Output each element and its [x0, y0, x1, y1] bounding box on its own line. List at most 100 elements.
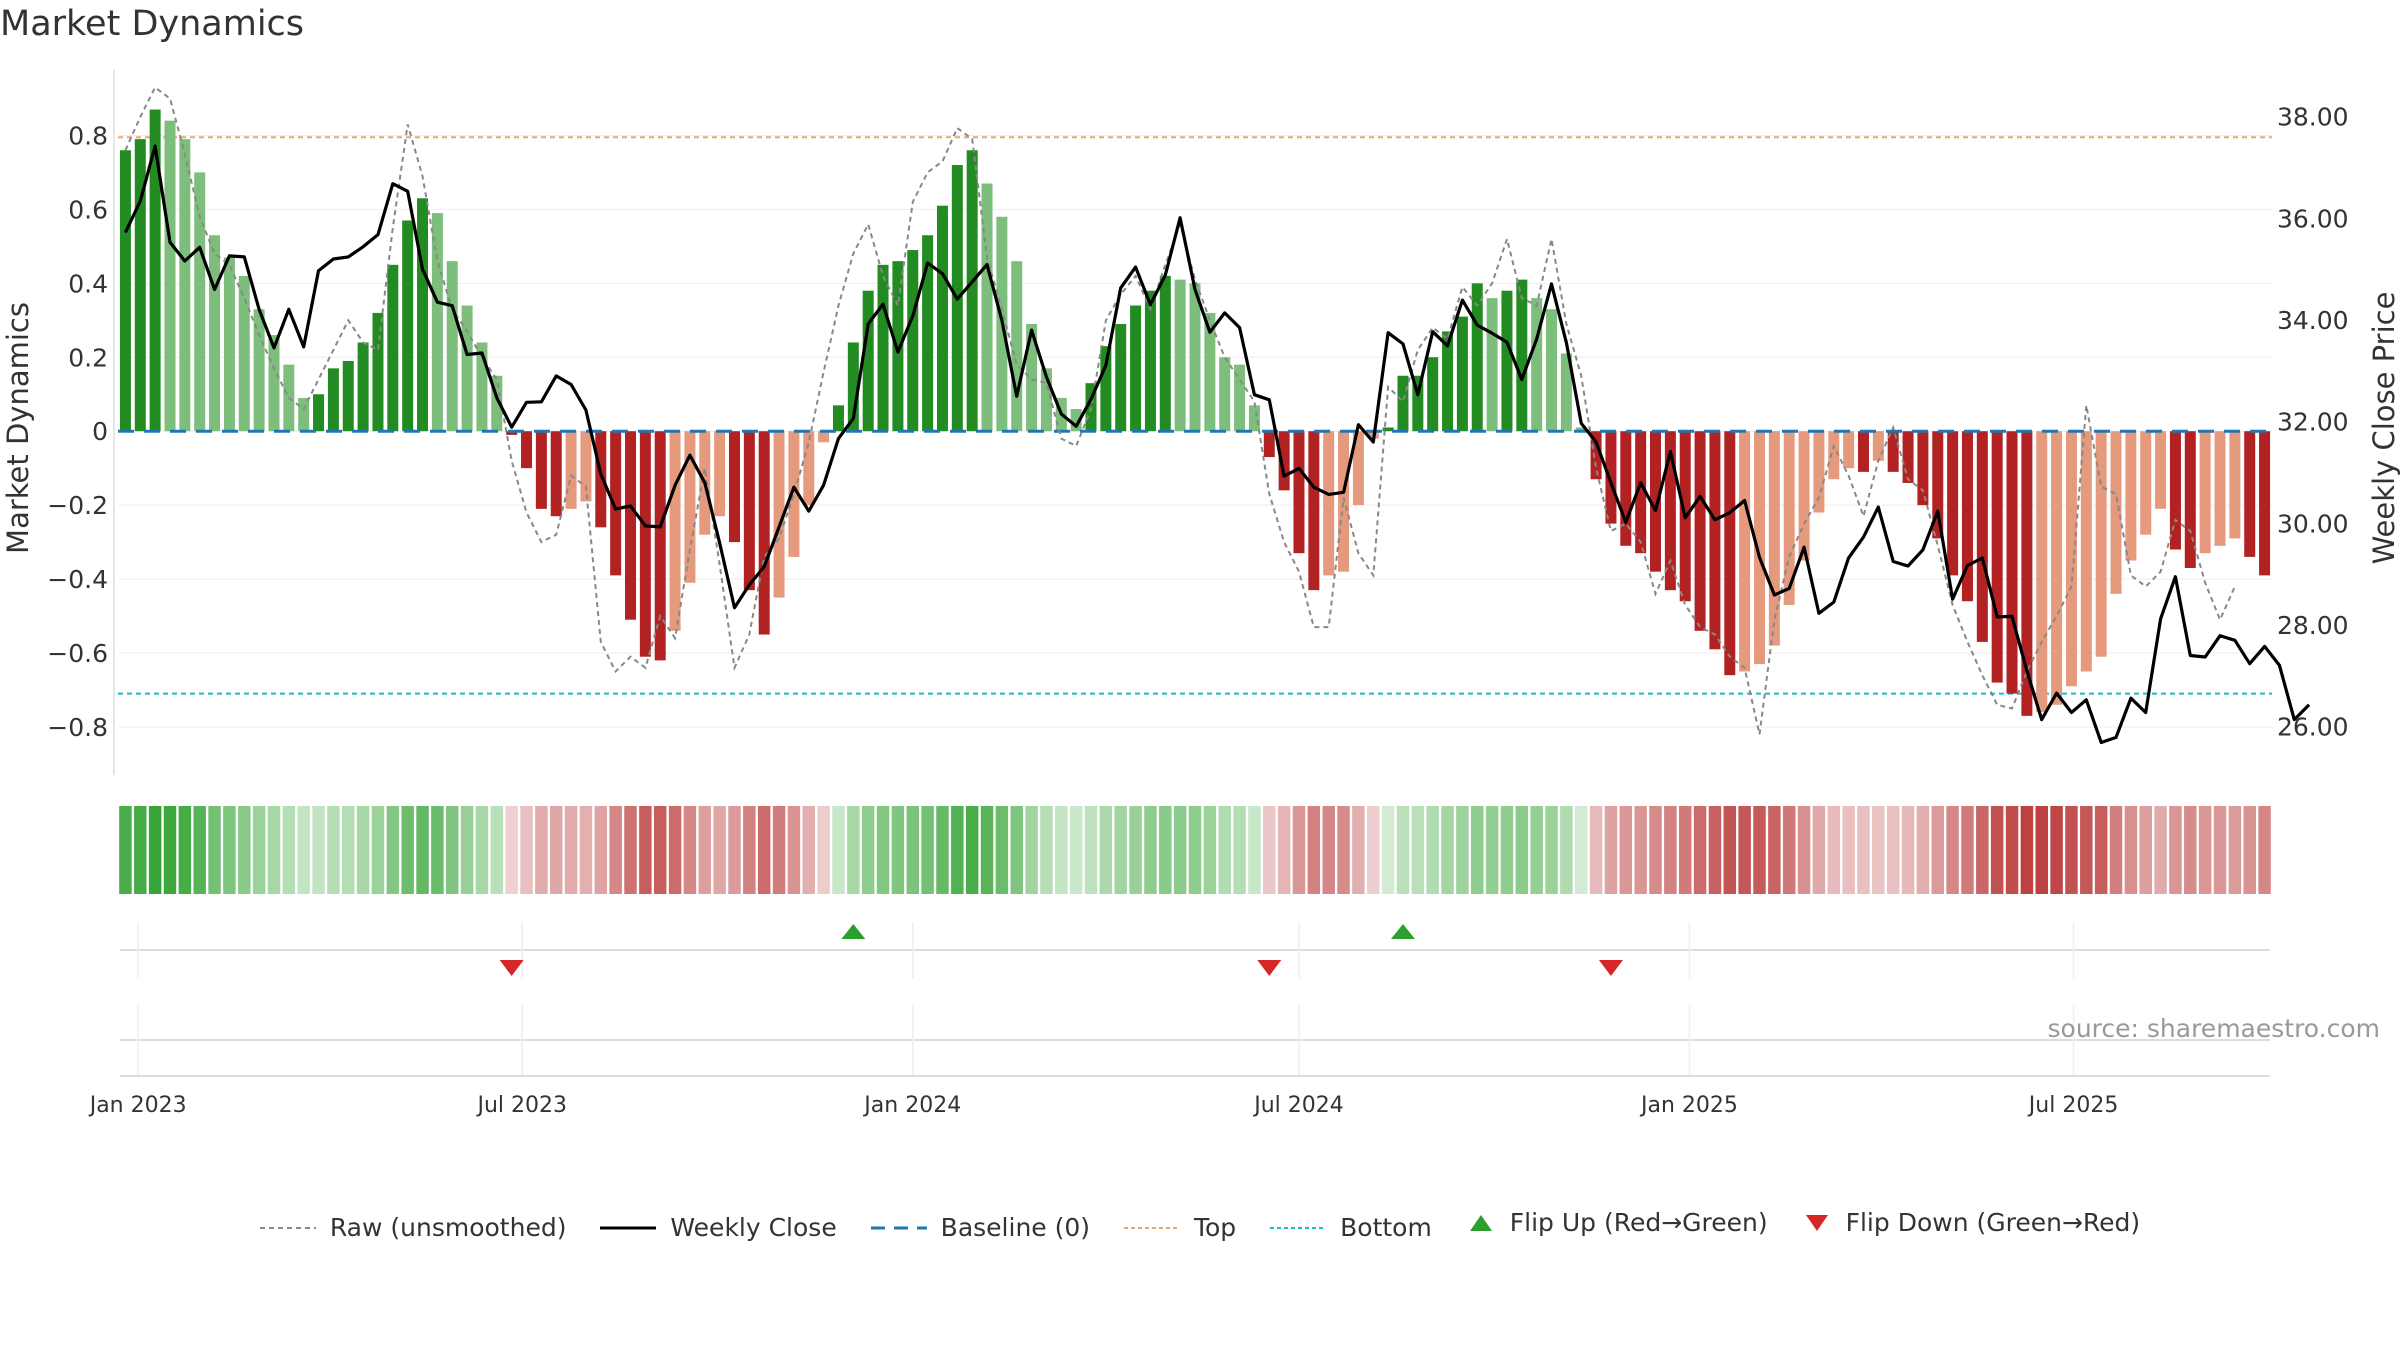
- dynamics-bar: [1828, 431, 1840, 480]
- state-cell: [1886, 806, 1900, 894]
- dynamics-bar: [1308, 431, 1320, 591]
- y-axis: 0.8 0.6 0.4 0.2 0 −0.2 −0.4 −0.6 −0.8: [47, 70, 115, 775]
- dynamics-bar: [1546, 309, 1558, 432]
- y-tick-label: −0.8: [47, 713, 108, 742]
- dynamics-bar: [1932, 431, 1944, 539]
- state-cell: [1589, 806, 1603, 894]
- state-cell: [1812, 806, 1826, 894]
- dynamics-bar: [1635, 431, 1647, 554]
- state-cell: [1099, 806, 1113, 894]
- legend-flip-down: Flip Down (Green→Red): [1802, 1208, 2141, 1237]
- dynamics-bar: [936, 205, 948, 432]
- state-cell: [2169, 806, 2182, 894]
- dynamics-bar: [1798, 431, 1810, 561]
- state-cell: [653, 806, 667, 894]
- state-cell: [2050, 806, 2063, 894]
- state-cell: [1708, 806, 1722, 894]
- dynamics-bar: [1531, 298, 1543, 432]
- state-cell: [1322, 806, 1335, 894]
- state-cell: [1931, 806, 1944, 894]
- legend-baseline-label: Baseline (0): [940, 1213, 1091, 1242]
- dynamics-bar: [313, 394, 325, 432]
- state-cell: [148, 806, 162, 894]
- legend-flip-down-label: Flip Down (Green→Red): [1845, 1208, 2141, 1237]
- dynamics-bar: [922, 235, 934, 432]
- dynamics-bar: [1560, 353, 1572, 432]
- state-cell: [1307, 806, 1321, 894]
- state-cell: [371, 806, 385, 894]
- dynamics-bar: [1130, 305, 1142, 432]
- state-cell: [2139, 806, 2152, 894]
- dynamics-bar: [832, 405, 844, 432]
- dynamics-bar: [595, 431, 607, 528]
- state-cell: [2035, 806, 2048, 894]
- state-cell: [356, 806, 370, 894]
- state-cell: [1114, 806, 1127, 894]
- state-cell: [1515, 806, 1529, 894]
- dynamics-bar: [1382, 427, 1394, 432]
- state-cell: [208, 806, 221, 894]
- state-cell: [1471, 806, 1484, 894]
- state-cell: [1768, 806, 1781, 894]
- state-cell: [980, 806, 994, 894]
- dynamics-bar: [1650, 431, 1662, 572]
- state-cell: [1753, 806, 1766, 894]
- state-cell: [1560, 806, 1573, 894]
- dynamics-bar: [1709, 431, 1721, 650]
- dynamics-bar: [119, 150, 131, 432]
- state-cell: [446, 806, 459, 894]
- state-cell: [2080, 806, 2093, 894]
- dynamics-bar: [1620, 431, 1632, 546]
- dynamics-bar: [2184, 431, 2196, 568]
- flip-up-marker: [841, 924, 866, 939]
- dynamics-bar: [1754, 431, 1765, 665]
- dynamics-bar: [1293, 431, 1305, 554]
- state-cell: [743, 806, 756, 894]
- dynamics-bar: [327, 368, 339, 432]
- state-cell: [1381, 806, 1395, 894]
- state-cell: [2020, 806, 2034, 894]
- state-cell: [1916, 806, 1930, 894]
- state-cell: [2258, 806, 2271, 894]
- state-cell: [817, 806, 830, 894]
- state-cell: [1426, 806, 1439, 894]
- state-cell: [2198, 806, 2212, 894]
- state-cell: [713, 806, 726, 894]
- dynamics-bar: [2244, 431, 2256, 557]
- state-cell: [1827, 806, 1841, 894]
- flip-down-marker: [1598, 960, 1623, 976]
- reference-lines: [118, 136, 2272, 695]
- dynamics-bar: [2080, 431, 2092, 672]
- dynamics-bar: [2214, 431, 2226, 546]
- legend-weekly-label: Weekly Close: [670, 1213, 837, 1242]
- dynamics-bar: [1323, 431, 1335, 576]
- dynamics-bar: [149, 109, 161, 432]
- dynamics-bar: [1724, 431, 1736, 676]
- state-cell: [832, 806, 845, 894]
- dynamics-bar: [253, 309, 265, 432]
- dynamics-bar: [2169, 431, 2181, 550]
- state-cell: [1441, 806, 1454, 894]
- dynamics-bar: [2140, 431, 2152, 535]
- state-cell: [847, 806, 860, 894]
- flip-down-marker: [1257, 960, 1282, 976]
- state-cell: [995, 806, 1009, 894]
- x-tick-label: Jul 2025: [2027, 1093, 2119, 1118]
- state-cell: [416, 806, 429, 894]
- dynamics-bar: [610, 431, 622, 576]
- dynamics-bar: [194, 172, 206, 432]
- state-cell: [936, 806, 949, 894]
- dynamics-bar: [803, 431, 815, 506]
- dynamics-bar: [2229, 431, 2241, 539]
- state-cell: [1084, 806, 1098, 894]
- dynamics-bar: [268, 335, 280, 432]
- dynamics-bar: [907, 250, 919, 432]
- y2-tick-label: 28.00: [2277, 611, 2349, 640]
- dynamics-bar: [1947, 431, 1959, 576]
- flip-up-marker: [1390, 924, 1415, 939]
- state-cell: [549, 806, 563, 894]
- state-cell: [460, 806, 474, 894]
- legend-bottom: Bottom: [1270, 1213, 1432, 1242]
- state-strip: [119, 806, 2271, 894]
- state-cell: [2109, 806, 2123, 894]
